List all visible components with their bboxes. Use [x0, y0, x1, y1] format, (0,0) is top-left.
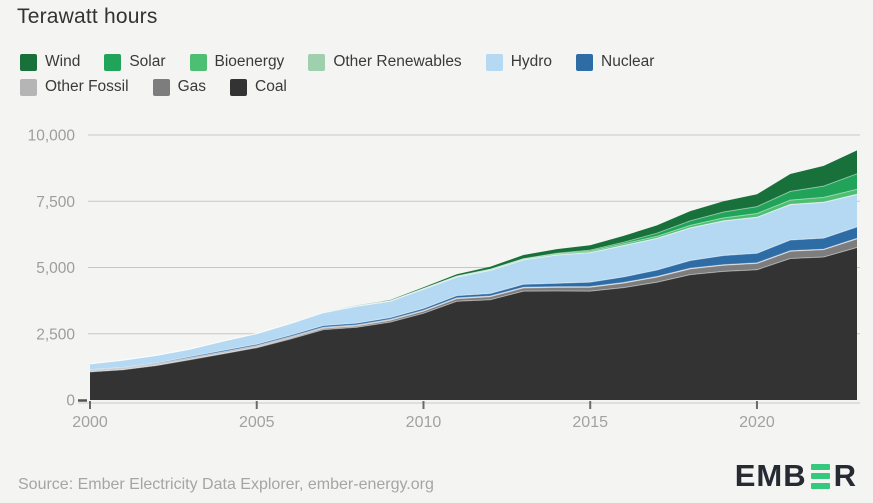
- legend-label: Hydro: [510, 53, 553, 70]
- chart-title: Terawatt hours: [17, 5, 158, 28]
- x-axis-tick-label: 2010: [406, 414, 442, 431]
- legend-item-gas: Gas: [152, 78, 206, 96]
- x-axis-tick-label: 2020: [739, 414, 775, 431]
- legend-item-other-fossil: Other Fossil: [20, 78, 129, 96]
- legend-swatch-icon: [485, 53, 503, 71]
- legend-label: Nuclear: [601, 53, 655, 70]
- legend-swatch-icon: [576, 53, 594, 71]
- source-text: Source: Ember Electricity Data Explorer,…: [18, 476, 434, 493]
- legend-swatch-icon: [230, 78, 247, 96]
- x-axis-tick-label: 2000: [72, 414, 108, 431]
- legend-item-bioenergy: Bioenergy: [189, 53, 285, 71]
- band-seam: [89, 193, 858, 365]
- area-bioenergy: [90, 189, 857, 364]
- legend-item-nuclear: Nuclear: [576, 53, 654, 71]
- y-axis-tick-label: 7,500: [36, 194, 75, 211]
- band-seam: [89, 188, 858, 365]
- band-seam: [89, 173, 858, 365]
- legend-label: Gas: [177, 78, 206, 95]
- legend-label: Bioenergy: [214, 53, 285, 70]
- legend-item-solar: Solar: [104, 53, 166, 71]
- area-hydro: [90, 194, 857, 370]
- y-axis-tick-label: 2,500: [36, 326, 75, 343]
- ember-logo: EMB R: [735, 458, 857, 494]
- band-seam: [89, 247, 858, 373]
- legend-item-wind: Wind: [20, 53, 80, 71]
- area-coal: [90, 247, 857, 400]
- ember-logo-prefix: EMB: [734, 458, 807, 493]
- legend-row: Wind Solar Bioenergy Other Renewables Hydro N…: [20, 53, 654, 71]
- band-seam: [89, 237, 858, 371]
- legend-label: Wind: [45, 53, 81, 70]
- ember-logo-e-bars-icon: [810, 463, 830, 489]
- legend-swatch-icon: [104, 53, 122, 71]
- legend-item-other-renewables: Other Renewables: [308, 53, 462, 71]
- legend-swatch-icon: [189, 53, 207, 71]
- legend-label: Other Fossil: [45, 78, 129, 95]
- x-axis-tick-label: 2005: [239, 414, 275, 431]
- legend-swatch-icon: [308, 53, 326, 71]
- legend-label: Coal: [255, 78, 287, 95]
- chart-legend: Wind Solar Bioenergy Other Renewables Hydro N…: [20, 53, 654, 103]
- legend-label: Other Renewables: [333, 53, 462, 70]
- legend-row: Other Fossil Gas Coal: [20, 78, 654, 96]
- legend-swatch-icon: [152, 78, 170, 96]
- legend-swatch-icon: [20, 53, 37, 71]
- legend-swatch-icon: [20, 78, 37, 96]
- stacked-area-chart: 0 2,500 5,000 7,500 10,000 2000 2005 2010 2015 20…: [28, 128, 860, 431]
- legend-item-hydro: Hydro: [485, 53, 553, 71]
- legend-item-coal: Coal: [230, 78, 287, 96]
- band-seam: [89, 193, 858, 365]
- x-axis-tick-label: 2015: [572, 414, 608, 431]
- y-axis-tick-label: 0: [66, 393, 75, 410]
- band-seam: [89, 238, 858, 372]
- legend-label: Solar: [129, 53, 166, 70]
- y-axis-tick-label: 10,000: [28, 128, 76, 145]
- y-axis-tick-label: 5,000: [36, 260, 75, 277]
- band-seam: [89, 226, 858, 371]
- ember-logo-suffix: R: [833, 458, 857, 493]
